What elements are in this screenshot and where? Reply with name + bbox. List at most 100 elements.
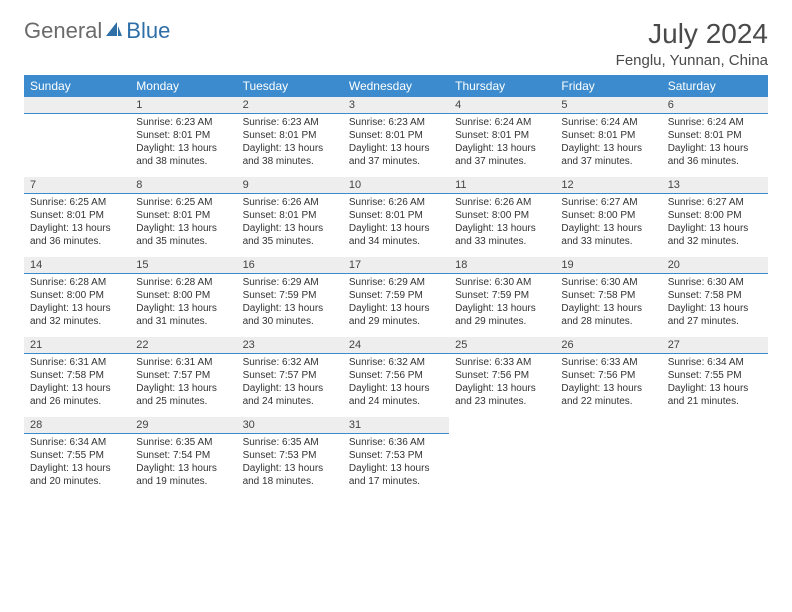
day-number: 8 [130,177,236,194]
sunrise-line: Sunrise: 6:26 AM [349,196,443,209]
day-content: Sunrise: 6:23 AMSunset: 8:01 PMDaylight:… [343,114,449,172]
day-content: Sunrise: 6:36 AMSunset: 7:53 PMDaylight:… [343,434,449,492]
day-number: 1 [130,97,236,114]
title-block: July 2024 Fenglu, Yunnan, China [616,18,768,69]
day-content: Sunrise: 6:29 AMSunset: 7:59 PMDaylight:… [237,274,343,332]
day-content: Sunrise: 6:25 AMSunset: 8:01 PMDaylight:… [24,194,130,252]
day-content: Sunrise: 6:24 AMSunset: 8:01 PMDaylight:… [449,114,555,172]
daylight-line: Daylight: 13 hours and 33 minutes. [561,222,655,248]
sunset-value: 8:01 PM [386,130,423,141]
sunset-value: 7:56 PM [598,370,635,381]
sunset-value: 7:58 PM [598,290,635,301]
day-number: 5 [555,97,661,114]
day-number: 10 [343,177,449,194]
day-content: Sunrise: 6:26 AMSunset: 8:01 PMDaylight:… [343,194,449,252]
sunset-line: Sunset: 7:57 PM [136,369,230,382]
month-title: July 2024 [616,18,768,50]
day-content: Sunrise: 6:24 AMSunset: 8:01 PMDaylight:… [555,114,661,172]
calendar-cell: 17Sunrise: 6:29 AMSunset: 7:59 PMDayligh… [343,257,449,337]
day-number: 25 [449,337,555,354]
daylight-line: Daylight: 13 hours and 36 minutes. [30,222,124,248]
daylight-line: Daylight: 13 hours and 37 minutes. [349,142,443,168]
sunrise-value: 6:34 AM [707,357,744,368]
day-number: 6 [662,97,768,114]
day-number: 21 [24,337,130,354]
sunrise-value: 6:23 AM [176,117,213,128]
sunset-value: 8:01 PM [279,130,316,141]
day-content: Sunrise: 6:30 AMSunset: 7:58 PMDaylight:… [555,274,661,332]
sunset-line: Sunset: 7:59 PM [243,289,337,302]
sunset-value: 8:00 PM [173,290,210,301]
day-number: 20 [662,257,768,274]
sunset-value: 7:57 PM [173,370,210,381]
sunrise-value: 6:36 AM [388,437,425,448]
sunrise-line: Sunrise: 6:33 AM [455,356,549,369]
calendar-week: 7Sunrise: 6:25 AMSunset: 8:01 PMDaylight… [24,177,768,257]
sunset-line: Sunset: 8:01 PM [455,129,549,142]
day-content: Sunrise: 6:27 AMSunset: 8:00 PMDaylight:… [555,194,661,252]
sunrise-line: Sunrise: 6:31 AM [136,356,230,369]
sunset-line: Sunset: 8:01 PM [668,129,762,142]
daylight-line: Daylight: 13 hours and 24 minutes. [243,382,337,408]
daylight-line: Daylight: 13 hours and 21 minutes. [668,382,762,408]
sunset-line: Sunset: 7:56 PM [455,369,549,382]
calendar-week: 28Sunrise: 6:34 AMSunset: 7:55 PMDayligh… [24,417,768,497]
sunrise-value: 6:31 AM [176,357,213,368]
calendar-body: 1Sunrise: 6:23 AMSunset: 8:01 PMDaylight… [24,97,768,497]
sunset-line: Sunset: 7:58 PM [668,289,762,302]
calendar-cell: 16Sunrise: 6:29 AMSunset: 7:59 PMDayligh… [237,257,343,337]
sunrise-value: 6:35 AM [176,437,213,448]
sunrise-line: Sunrise: 6:35 AM [243,436,337,449]
calendar-week: 1Sunrise: 6:23 AMSunset: 8:01 PMDaylight… [24,97,768,177]
sunset-line: Sunset: 8:01 PM [349,129,443,142]
sunset-line: Sunset: 7:59 PM [455,289,549,302]
day-content: Sunrise: 6:26 AMSunset: 8:00 PMDaylight:… [449,194,555,252]
daylight-line: Daylight: 13 hours and 36 minutes. [668,142,762,168]
calendar-cell: 28Sunrise: 6:34 AMSunset: 7:55 PMDayligh… [24,417,130,497]
sunset-value: 8:01 PM [173,130,210,141]
calendar-cell: 18Sunrise: 6:30 AMSunset: 7:59 PMDayligh… [449,257,555,337]
calendar-cell: 7Sunrise: 6:25 AMSunset: 8:01 PMDaylight… [24,177,130,257]
calendar-cell [555,417,661,497]
day-number: 7 [24,177,130,194]
calendar-cell: 27Sunrise: 6:34 AMSunset: 7:55 PMDayligh… [662,337,768,417]
day-number: 13 [662,177,768,194]
sunrise-line: Sunrise: 6:24 AM [455,116,549,129]
day-content: Sunrise: 6:31 AMSunset: 7:58 PMDaylight:… [24,354,130,412]
day-content: Sunrise: 6:35 AMSunset: 7:53 PMDaylight:… [237,434,343,492]
weekday-row: Sunday Monday Tuesday Wednesday Thursday… [24,75,768,97]
sunrise-value: 6:32 AM [282,357,319,368]
sunrise-value: 6:28 AM [69,277,106,288]
sail-icon [104,20,124,43]
sunset-value: 7:58 PM [67,370,104,381]
sunrise-line: Sunrise: 6:23 AM [349,116,443,129]
daylight-line: Daylight: 13 hours and 34 minutes. [349,222,443,248]
sunset-line: Sunset: 8:01 PM [136,129,230,142]
day-number: 11 [449,177,555,194]
sunrise-value: 6:24 AM [601,117,638,128]
day-content: Sunrise: 6:23 AMSunset: 8:01 PMDaylight:… [130,114,236,172]
sunrise-value: 6:23 AM [282,117,319,128]
daylight-line: Daylight: 13 hours and 31 minutes. [136,302,230,328]
calendar-cell: 25 Sunrise: 6:33 AMSunset: 7:56 PMDayligh… [449,337,555,417]
sunset-value: 7:59 PM [279,290,316,301]
sunrise-value: 6:32 AM [388,357,425,368]
day-number: 27 [662,337,768,354]
sunset-value: 8:01 PM [173,210,210,221]
sunset-value: 7:57 PM [279,370,316,381]
calendar-cell: 20Sunrise: 6:30 AMSunset: 7:58 PMDayligh… [662,257,768,337]
logo: General Blue [24,18,170,44]
day-content: Sunrise: 6:34 AMSunset: 7:55 PMDaylight:… [662,354,768,412]
sunset-value: 7:59 PM [386,290,423,301]
daylight-line: Daylight: 13 hours and 32 minutes. [30,302,124,328]
day-number: 12 [555,177,661,194]
sunrise-value: 6:33 AM [495,357,532,368]
daylight-line: Daylight: 13 hours and 38 minutes. [136,142,230,168]
calendar-cell: 5Sunrise: 6:24 AMSunset: 8:01 PMDaylight… [555,97,661,177]
calendar-cell: 9Sunrise: 6:26 AMSunset: 8:01 PMDaylight… [237,177,343,257]
sunrise-line: Sunrise: 6:26 AM [455,196,549,209]
day-content: Sunrise: 6:23 AMSunset: 8:01 PMDaylight:… [237,114,343,172]
day-content: Sunrise: 6:28 AMSunset: 8:00 PMDaylight:… [24,274,130,332]
sunset-line: Sunset: 7:57 PM [243,369,337,382]
daylight-line: Daylight: 13 hours and 23 minutes. [455,382,549,408]
